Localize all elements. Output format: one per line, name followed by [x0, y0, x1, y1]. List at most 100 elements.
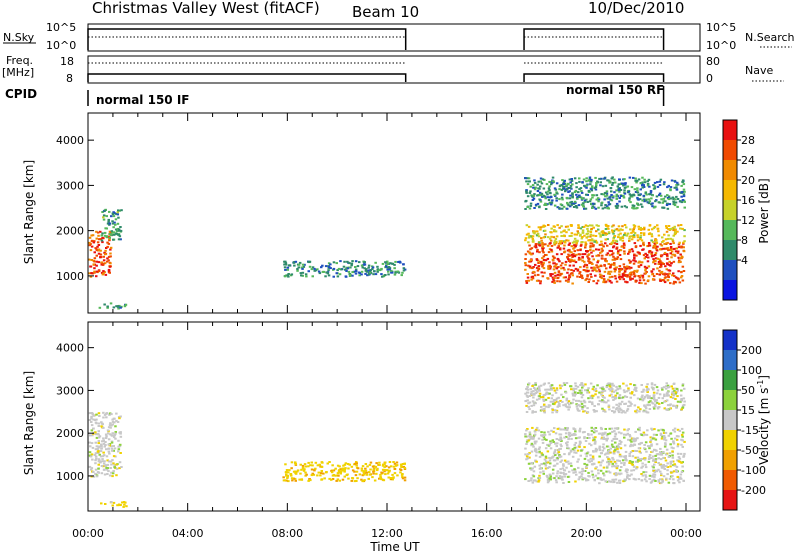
echo-cell [674, 180, 677, 183]
echo-cell [317, 471, 320, 474]
echo-cell [670, 179, 674, 182]
echo-cell [656, 181, 659, 184]
echo-cell [652, 388, 655, 391]
echo-cell [595, 224, 598, 227]
echo-cell [117, 503, 121, 506]
echo-cell [583, 260, 586, 263]
echo-cell [629, 278, 632, 281]
echo-cell [598, 232, 601, 235]
echo-cell [528, 244, 531, 247]
echo-cell [589, 180, 593, 183]
echo-cell [610, 225, 614, 228]
echo-cell [556, 405, 559, 408]
echo-cell [673, 427, 677, 430]
echo-cell [525, 429, 528, 432]
echo-cell [547, 236, 550, 239]
echo-cell [537, 480, 540, 483]
echo-cell [309, 464, 312, 467]
echo-cell [589, 457, 593, 460]
echo-cell [605, 452, 608, 455]
echo-cell [664, 238, 668, 241]
echo-cell [105, 435, 108, 438]
echo-cell [634, 430, 637, 433]
echo-cell [112, 445, 115, 447]
echo-cell [316, 268, 319, 271]
echo-cell [381, 262, 385, 265]
echo-cell [365, 471, 369, 474]
echo-cell [646, 394, 649, 397]
echo-cell [393, 467, 396, 470]
echo-cell [620, 408, 623, 411]
echo-cell [601, 249, 604, 252]
echo-cell [680, 276, 683, 279]
echo-cell [527, 279, 530, 282]
echo-cell [555, 182, 559, 185]
echo-cell [665, 382, 668, 385]
echo-cell [553, 281, 556, 284]
echo-cell [608, 432, 612, 435]
echo-cell [650, 386, 654, 389]
echo-cell [573, 237, 577, 240]
echo-cell [577, 232, 580, 234]
echo-cell [355, 461, 358, 463]
echo-cell [676, 181, 679, 184]
echo-cell [602, 443, 605, 446]
echo-cell [526, 276, 530, 279]
echo-cell [583, 477, 587, 480]
echo-cell [336, 269, 339, 272]
echo-cell [527, 241, 530, 244]
echo-cell [103, 460, 106, 463]
echo-cell [642, 434, 645, 437]
echo-cell [666, 202, 669, 205]
echo-cell [102, 440, 105, 443]
echo-cell [601, 449, 605, 452]
colorbar-swatch [723, 220, 737, 241]
echo-cell [530, 194, 533, 197]
echo-cell [339, 472, 342, 475]
echo-cell [626, 408, 630, 411]
echo-cell [671, 475, 674, 478]
echo-cell [673, 231, 677, 234]
echo-cell [624, 402, 627, 405]
echo-cell [541, 243, 544, 246]
echo-cell [347, 477, 350, 480]
echo-cell [399, 261, 402, 264]
echo-cell [598, 399, 602, 402]
echo-cell [534, 244, 537, 247]
echo-cell [369, 461, 373, 464]
echo-cell [592, 258, 595, 261]
echo-cell [556, 470, 560, 473]
echo-cell [95, 445, 99, 448]
echo-cell [581, 253, 585, 256]
echo-cell [544, 464, 548, 467]
echo-cell [533, 465, 537, 468]
echo-cell [385, 264, 388, 267]
echo-cell [560, 188, 564, 191]
echo-cell [531, 240, 535, 243]
echo-cell [528, 207, 532, 210]
echo-cell [116, 305, 120, 308]
echo-cell [90, 417, 93, 420]
echo-cell [588, 400, 591, 403]
echo-cell [561, 179, 564, 182]
echo-cell [562, 247, 566, 250]
echo-cell [527, 225, 531, 228]
echo-cell [549, 441, 553, 444]
echo-cell [618, 190, 621, 193]
echo-cell [603, 474, 606, 477]
echo-cell [337, 474, 340, 477]
echo-cell [678, 281, 682, 284]
echo-cell [107, 259, 110, 262]
echo-cell [537, 226, 541, 229]
echo-cell [574, 391, 577, 394]
echo-cell [626, 265, 629, 268]
echo-cell [624, 455, 627, 458]
nsky-trace [87, 28, 407, 50]
echo-cell [614, 462, 618, 465]
echo-cell [550, 196, 553, 199]
echo-cell [618, 268, 621, 270]
echo-cell [636, 202, 639, 205]
echo-cell [532, 401, 536, 404]
echo-cell [371, 465, 375, 468]
echo-cell [544, 197, 547, 200]
